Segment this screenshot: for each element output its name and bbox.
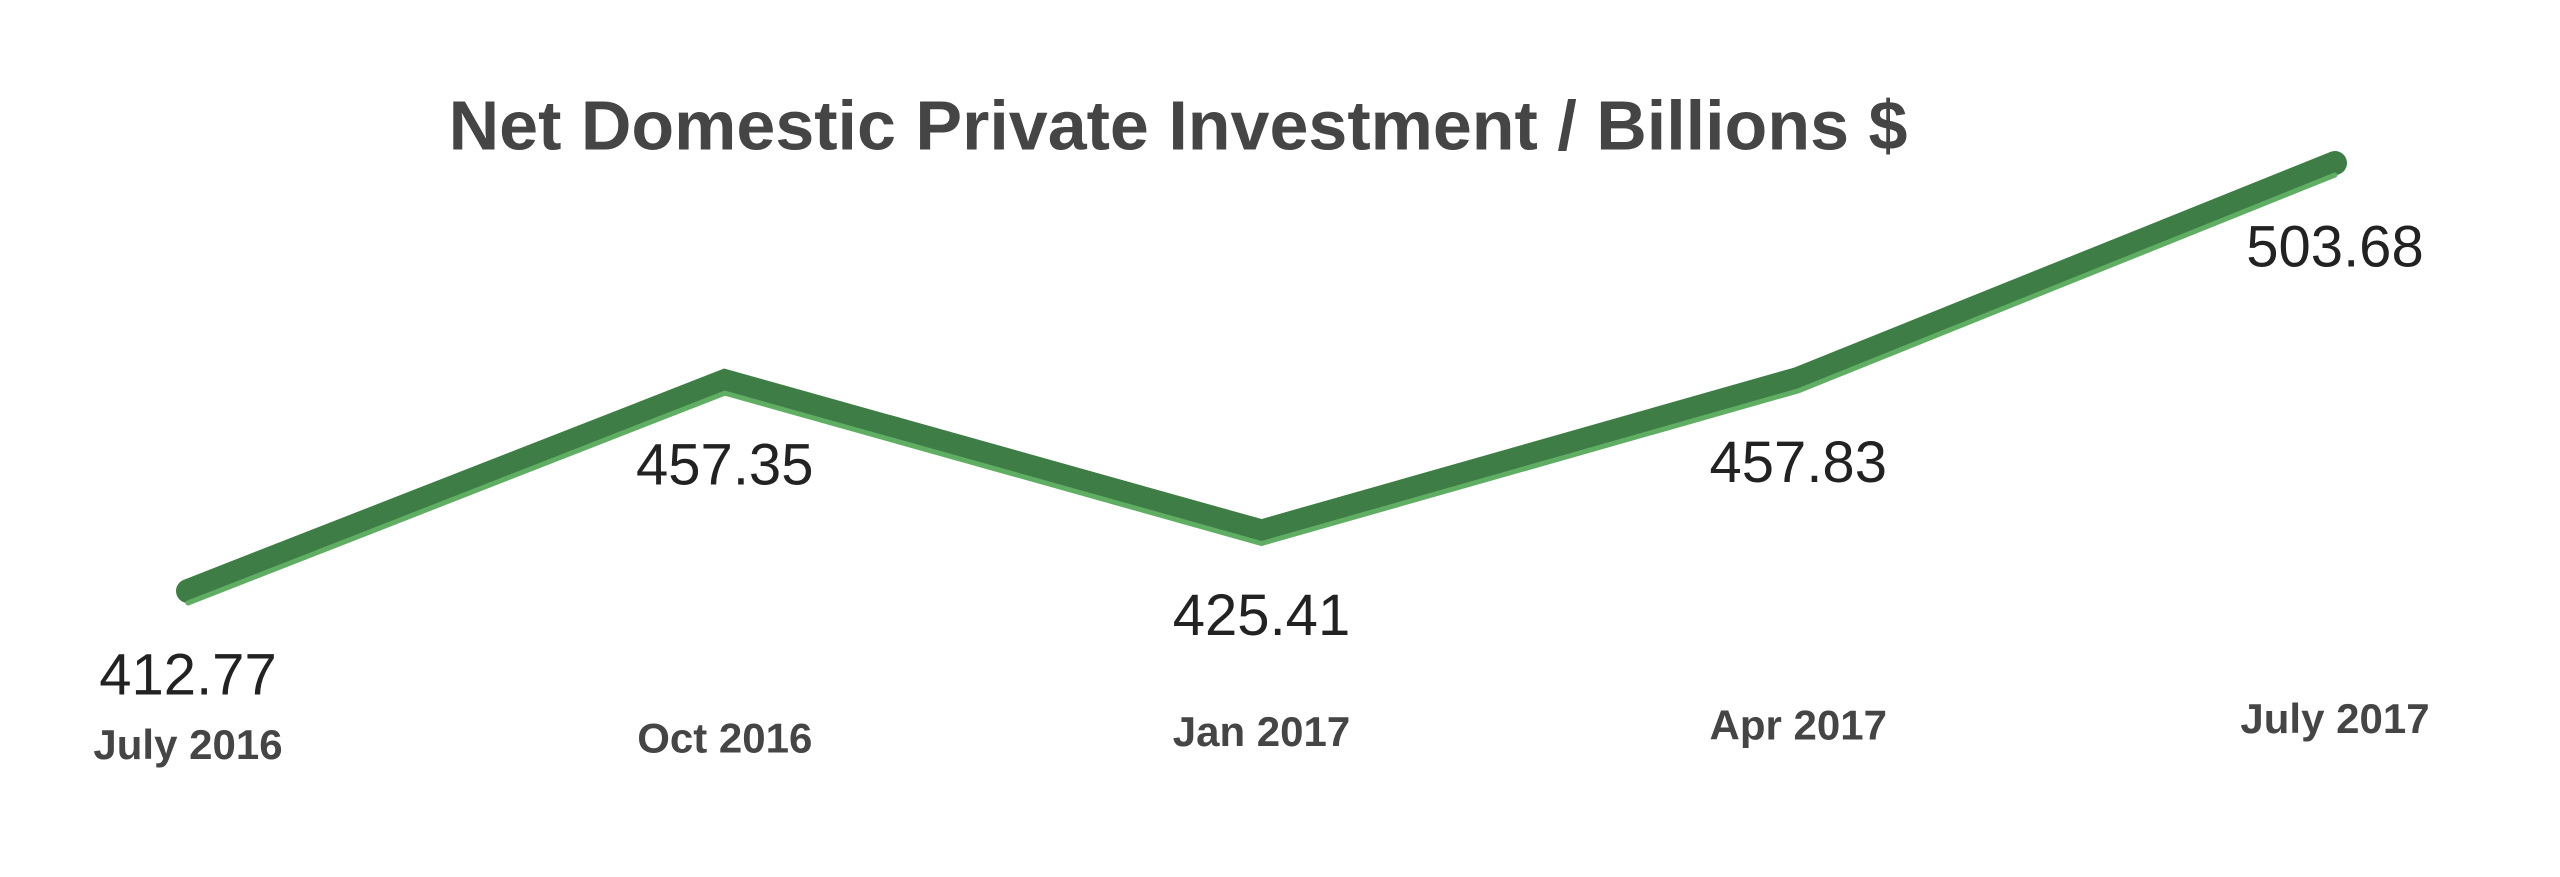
data-label: 457.35: [636, 432, 813, 497]
x-tick-label: July 2017: [2240, 695, 2429, 742]
data-label: 425.41: [1173, 583, 1350, 648]
data-label: 503.68: [2246, 214, 2423, 279]
data-label: 412.77: [99, 642, 276, 707]
x-tick-label: Oct 2016: [637, 715, 812, 762]
x-tick-label: Apr 2017: [1710, 702, 1887, 749]
data-label: 457.83: [1710, 430, 1887, 495]
x-tick-label: Jan 2017: [1173, 708, 1350, 755]
x-tick-label: July 2016: [93, 721, 282, 768]
line-ribbon: [176, 151, 2347, 603]
line-edge: [185, 172, 2338, 606]
chart-title: Net Domestic Private Investment / Billio…: [449, 86, 1908, 164]
